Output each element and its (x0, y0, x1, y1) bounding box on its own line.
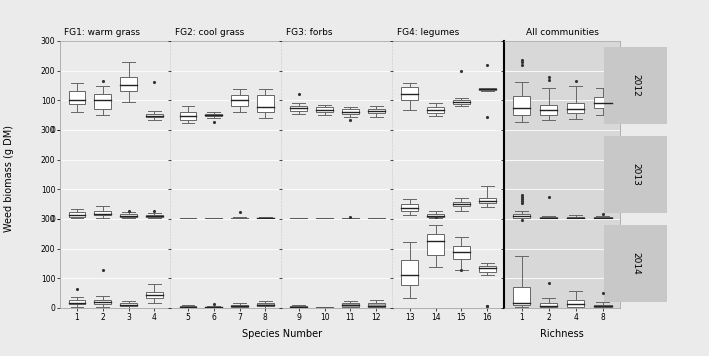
Bar (179, 111, 196, 120)
Bar (513, 287, 530, 305)
Bar (146, 292, 163, 298)
Bar (94, 300, 111, 304)
Bar (453, 246, 470, 259)
Bar (231, 218, 248, 219)
Bar (316, 307, 333, 308)
Bar (291, 306, 307, 307)
Bar (453, 100, 470, 104)
Bar (594, 97, 612, 108)
Text: All communities: All communities (525, 28, 598, 37)
Bar (342, 303, 359, 307)
Text: FG4: legumes: FG4: legumes (396, 28, 459, 37)
Text: FG1: warm grass: FG1: warm grass (64, 28, 140, 37)
Bar (540, 303, 557, 308)
Bar (401, 87, 418, 100)
Bar (69, 213, 85, 216)
Bar (231, 95, 248, 106)
Text: FG2: cool grass: FG2: cool grass (174, 28, 244, 37)
Bar (257, 218, 274, 219)
Bar (121, 77, 137, 91)
Bar (567, 300, 584, 307)
Bar (69, 300, 85, 304)
Text: 2013: 2013 (631, 163, 640, 186)
Bar (567, 217, 584, 218)
Bar (540, 217, 557, 219)
Bar (146, 215, 163, 217)
Text: Species Number: Species Number (242, 329, 322, 339)
Text: Weed biomass (g DM): Weed biomass (g DM) (4, 125, 13, 231)
Bar (479, 88, 496, 90)
Bar (513, 96, 530, 115)
Text: 2014: 2014 (631, 252, 640, 275)
Bar (146, 114, 163, 117)
Bar (540, 105, 557, 115)
Bar (69, 91, 85, 104)
Bar (94, 94, 111, 109)
Bar (179, 218, 196, 219)
Bar (401, 204, 418, 211)
Bar (206, 307, 222, 308)
Bar (206, 114, 222, 116)
Bar (206, 218, 222, 219)
Bar (479, 266, 496, 272)
Bar (316, 108, 333, 112)
Bar (513, 214, 530, 218)
Bar (428, 107, 444, 113)
Bar (342, 109, 359, 114)
Bar (121, 214, 137, 217)
Bar (368, 303, 384, 307)
Text: Richness: Richness (540, 329, 584, 339)
Bar (368, 109, 384, 113)
Bar (94, 211, 111, 215)
Text: 2012: 2012 (631, 74, 640, 97)
Bar (428, 234, 444, 255)
Bar (121, 303, 137, 306)
Bar (179, 306, 196, 307)
Bar (479, 198, 496, 203)
Bar (257, 95, 274, 111)
Bar (257, 303, 274, 307)
Bar (567, 103, 584, 113)
Bar (428, 214, 444, 217)
Bar (231, 305, 248, 307)
Text: FG3: forbs: FG3: forbs (286, 28, 332, 37)
Bar (291, 106, 307, 111)
Bar (401, 261, 418, 285)
Bar (594, 305, 612, 308)
Bar (453, 202, 470, 206)
Bar (594, 217, 612, 219)
